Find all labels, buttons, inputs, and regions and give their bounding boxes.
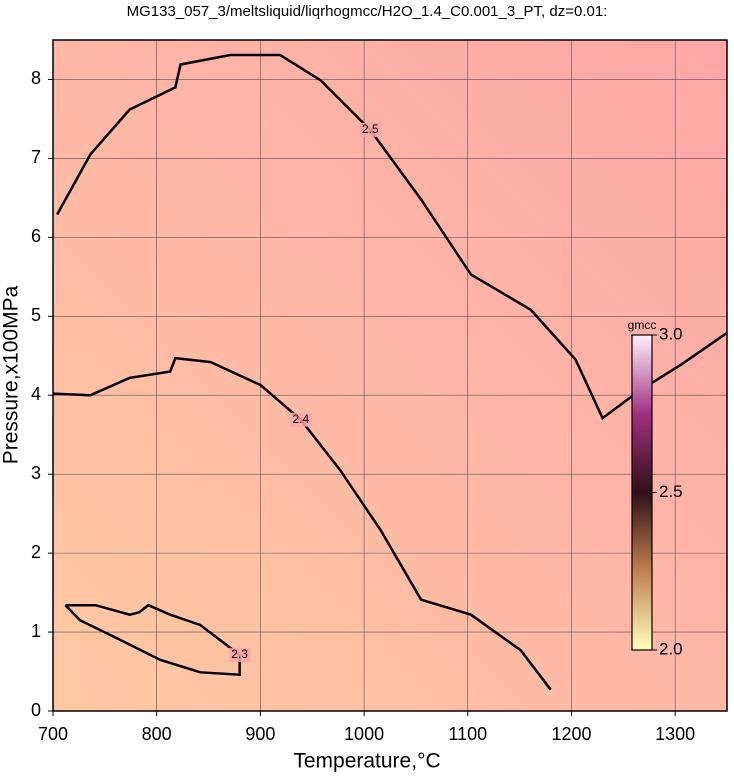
x-tick-label: 1000 [344,724,384,744]
x-tick-label: 800 [142,724,172,744]
colorbar-label: gmcc [628,318,657,332]
plot-area [53,40,727,711]
colorbar-tick-label: 3.0 [659,324,683,343]
contour-label: 2.4 [292,412,309,426]
y-tick-label: 5 [31,305,41,325]
y-tick-label: 0 [31,700,41,720]
x-tick-label: 1100 [448,724,487,744]
y-tick-label: 8 [31,68,41,88]
contour-label: 2.5 [362,122,379,136]
colorbar-tick-label: 2.0 [659,639,683,658]
colorbar [631,334,653,651]
contour-label: 2.3 [231,647,248,661]
x-axis-label: Temperature,°C [293,750,440,773]
chart-title: MG133_057_3/meltsliquid/liqrhogmcc/H2O_1… [127,3,608,20]
colorbar-tick-label: 2.5 [659,482,683,501]
y-tick-label: 7 [31,147,41,167]
plot-frame [52,39,728,712]
x-tick-label: 1300 [655,724,695,744]
x-tick-label: 1200 [551,724,591,744]
contour-line [52,356,552,691]
contour-label-bg [289,412,312,427]
contour-label-bg [359,122,382,137]
y-tick-label: 6 [31,226,41,246]
y-axis-label: Pressure,x100MPa [0,285,23,464]
y-tick-label: 3 [31,463,41,483]
x-tick-label: 900 [245,724,275,744]
y-tick-label: 2 [31,542,41,562]
y-tick-label: 4 [31,384,41,404]
x-tick-label: 700 [38,724,68,744]
contour-line [64,603,241,677]
y-tick-label: 1 [31,621,41,641]
contour-label-bg [228,647,251,662]
